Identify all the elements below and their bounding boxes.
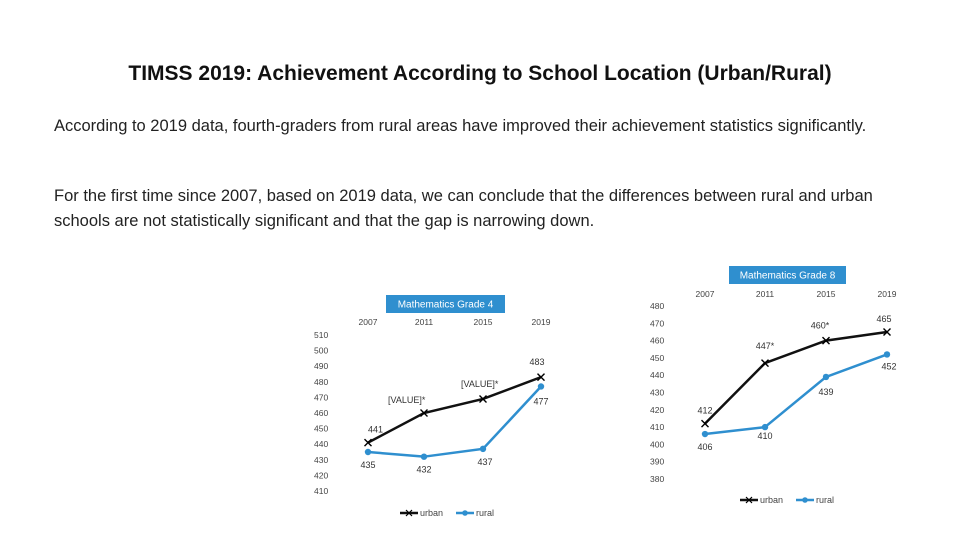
chart2-ytick-label: 380 — [650, 474, 664, 484]
chart1-title: Mathematics Grade 4 — [398, 300, 494, 311]
page-title: TIMSS 2019: Achievement According to Sch… — [128, 62, 832, 85]
chart1-urban-data-label: 441 — [368, 425, 383, 435]
chart2-urban-point — [701, 419, 709, 428]
chart2-rural-point — [761, 423, 769, 431]
chart1-urban-point — [364, 438, 372, 447]
chart1-ytick-label: 480 — [314, 377, 328, 387]
chart2-category-label: 2007 — [696, 289, 715, 299]
chart1-urban-point — [537, 373, 545, 382]
chart1-urban-line — [367, 375, 542, 444]
chart1-rural-data-label: 437 — [477, 457, 492, 467]
chart1-legend-urban-label: urban — [420, 508, 443, 518]
chart2-urban-data-label: 465 — [876, 314, 891, 324]
chart2-rural-data-label: 452 — [881, 361, 896, 371]
chart2-category-label: 2019 — [878, 289, 897, 299]
chart1-rural-point — [364, 448, 372, 456]
chart1-urban-data-label: 483 — [529, 357, 544, 367]
chart1-category-label: 2011 — [415, 317, 434, 327]
chart2-rural-data-label: 439 — [818, 387, 833, 397]
chart1-title-box — [386, 295, 505, 313]
chart2-ytick-label: 410 — [650, 422, 664, 432]
chart2-rural-line — [704, 353, 888, 436]
chart2-rural-data-label: 406 — [697, 442, 712, 452]
chart1-ytick-label: 440 — [314, 439, 328, 449]
chart2-legend-urban-label: urban — [760, 495, 783, 505]
chart1-rural-point — [479, 445, 487, 453]
chart2-title-box — [729, 266, 846, 284]
chart2-ytick-label: 440 — [650, 370, 664, 380]
chart1-category-label: 2007 — [359, 317, 378, 327]
chart2-rural-data-label: 410 — [757, 431, 772, 441]
chart2-rural-point — [701, 430, 709, 438]
chart2-ytick-label: 390 — [650, 457, 664, 467]
chart1-rural-data-label: 477 — [533, 396, 548, 406]
conclusion-paragraph: For the first time since 2007, based on … — [54, 187, 873, 230]
chart1-category-label: 2015 — [474, 317, 493, 327]
chart2-ytick-label: 400 — [650, 439, 664, 449]
chart2-urban-data-label: 447* — [756, 341, 775, 351]
chart2-urban-data-label: 412 — [697, 406, 712, 416]
chart1-rural-point — [420, 453, 428, 460]
chart2-urban-line — [704, 330, 888, 425]
chart1-urban-data-label: [VALUE]* — [461, 379, 499, 389]
chart2-legend-urban-marker — [745, 496, 753, 504]
chart1-ytick-label: 450 — [314, 424, 328, 434]
chart2-title: Mathematics Grade 8 — [740, 271, 836, 282]
chart2-urban-point — [883, 327, 891, 336]
chart2-ytick-label: 450 — [650, 353, 664, 363]
chart2-ytick-label: 420 — [650, 405, 664, 415]
chart2-ytick-label: 470 — [650, 318, 664, 328]
chart2-urban-point — [761, 359, 769, 368]
chart2-category-label: 2015 — [817, 289, 836, 299]
chart2-ytick-label: 460 — [650, 336, 664, 346]
chart1-urban-point — [479, 394, 487, 403]
chart2-rural-point — [822, 373, 830, 381]
chart1-ytick-label: 490 — [314, 361, 328, 371]
chart1-ytick-label: 470 — [314, 392, 328, 402]
chart2-ytick-label: 430 — [650, 388, 664, 398]
chart1-urban-point — [420, 409, 428, 417]
intro-paragraph: According to 2019 data, fourth-graders f… — [54, 117, 867, 135]
chart2-rural-point — [883, 351, 891, 358]
chart1-rural-data-label: 432 — [416, 465, 431, 475]
chart1-legend-urban-marker — [405, 509, 413, 517]
chart2-urban-point — [822, 336, 830, 345]
chart1-rural-data-label: 435 — [360, 460, 375, 470]
chart1-urban-data-label: [VALUE]* — [388, 395, 426, 405]
chart1-ytick-label: 500 — [314, 346, 328, 356]
chart2-ytick-label: 480 — [650, 301, 664, 311]
chart1-legend-rural-label: rural — [476, 508, 494, 518]
chart1-rural-line — [367, 385, 542, 458]
chart1-ytick-label: 460 — [314, 408, 328, 418]
chart2-urban-data-label: 460* — [811, 321, 830, 331]
chart1-category-label: 2019 — [532, 317, 551, 327]
chart2-category-label: 2011 — [756, 289, 775, 299]
chart1-ytick-label: 510 — [314, 330, 328, 340]
chart1-rural-point — [537, 383, 545, 390]
chart1-ytick-label: 410 — [314, 486, 328, 496]
chart1-ytick-label: 430 — [314, 455, 328, 465]
chart1-ytick-label: 420 — [314, 470, 328, 480]
chart2-legend-rural-label: rural — [816, 495, 834, 505]
chart1-legend-rural-marker — [462, 510, 468, 516]
chart2-legend-rural-marker — [802, 497, 808, 503]
